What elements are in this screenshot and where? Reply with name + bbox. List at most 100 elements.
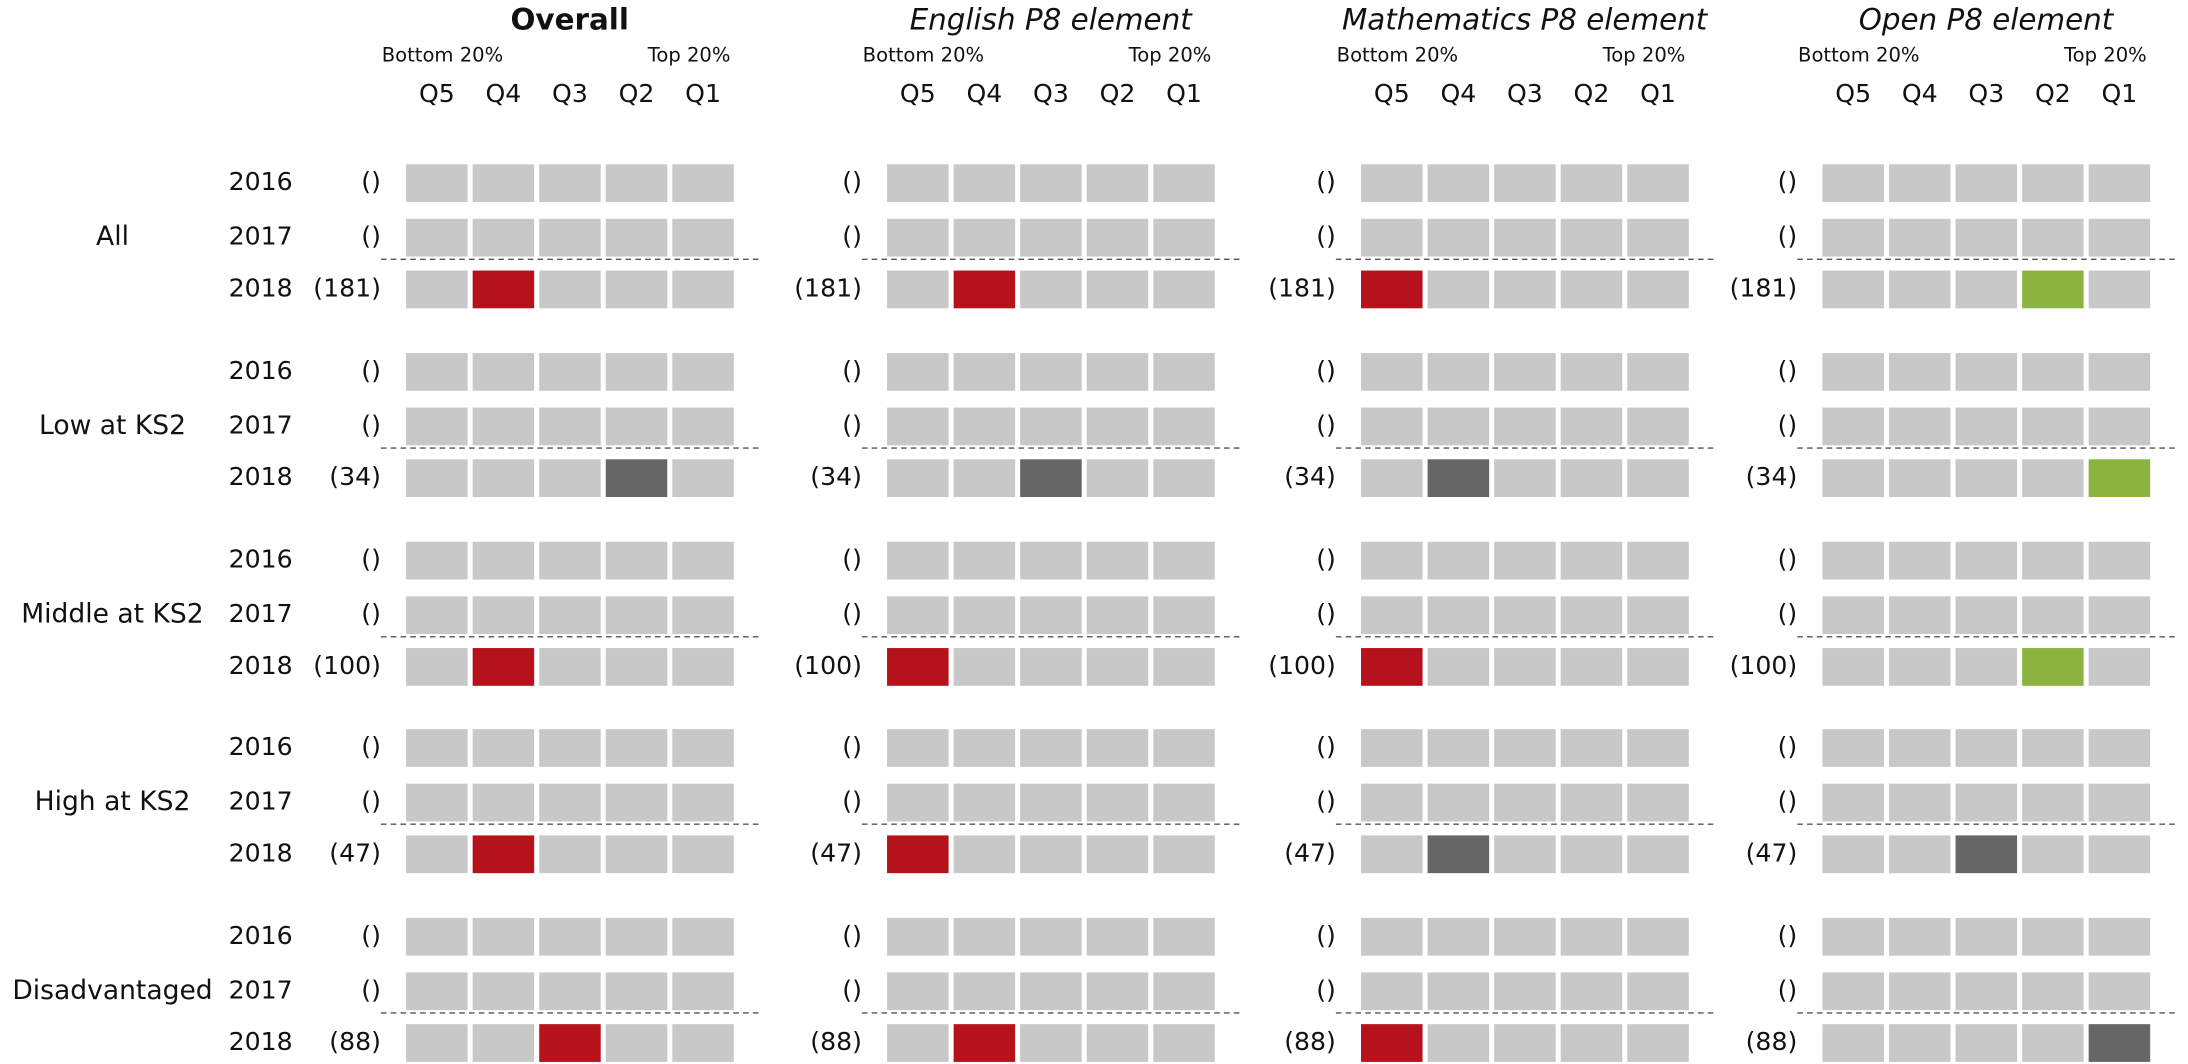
count-label: () bbox=[361, 975, 381, 1004]
count-label: () bbox=[1778, 732, 1798, 761]
count-label: (88) bbox=[1284, 1027, 1336, 1056]
cell bbox=[1494, 164, 1556, 203]
cell bbox=[1955, 783, 2018, 822]
cell bbox=[1086, 835, 1149, 874]
count-label: () bbox=[361, 787, 381, 816]
cell bbox=[1427, 972, 1490, 1011]
cell bbox=[472, 917, 535, 956]
count-label: () bbox=[361, 356, 381, 385]
count-label: () bbox=[1778, 410, 1798, 439]
cell bbox=[1822, 353, 1884, 391]
cell bbox=[1822, 1024, 1884, 1062]
cell bbox=[472, 164, 535, 203]
count-label: (100) bbox=[1268, 651, 1336, 680]
cell bbox=[2088, 541, 2151, 580]
count-label: () bbox=[1778, 545, 1798, 574]
top-label: Top 20% bbox=[2063, 43, 2147, 66]
highlight-cell bbox=[887, 648, 949, 686]
top-label: Top 20% bbox=[647, 43, 731, 66]
cell bbox=[1361, 972, 1423, 1011]
quintile-label: Q3 bbox=[552, 79, 588, 108]
cell bbox=[1822, 783, 1884, 822]
cell bbox=[672, 596, 734, 635]
cell bbox=[1020, 541, 1082, 580]
cell bbox=[1153, 407, 1215, 446]
cell bbox=[406, 218, 468, 257]
count-label: (34) bbox=[329, 462, 381, 491]
cell bbox=[1822, 459, 1884, 498]
count-label: () bbox=[842, 599, 862, 628]
cell bbox=[1560, 1024, 1623, 1062]
cell bbox=[2088, 783, 2151, 822]
cell bbox=[887, 270, 949, 309]
cell bbox=[539, 917, 601, 956]
cell bbox=[1888, 218, 1951, 257]
cell bbox=[1086, 972, 1149, 1011]
cell bbox=[1560, 835, 1623, 874]
group-label: Middle at KS2 bbox=[21, 599, 203, 630]
cell bbox=[1153, 596, 1215, 635]
cell bbox=[1627, 596, 1689, 635]
cell bbox=[472, 218, 535, 257]
cell bbox=[1361, 783, 1423, 822]
cell bbox=[605, 218, 668, 257]
cell bbox=[1494, 218, 1556, 257]
cell bbox=[672, 917, 734, 956]
cell bbox=[1361, 835, 1423, 874]
cell bbox=[539, 407, 601, 446]
cell bbox=[2088, 218, 2151, 257]
cell bbox=[1020, 270, 1082, 309]
count-label: () bbox=[1316, 921, 1336, 950]
cell bbox=[1086, 648, 1149, 686]
cell bbox=[953, 164, 1016, 203]
cell bbox=[1560, 541, 1623, 580]
cell bbox=[887, 218, 949, 257]
cell bbox=[539, 972, 601, 1011]
cell bbox=[1361, 218, 1423, 257]
cell bbox=[887, 917, 949, 956]
cell bbox=[953, 783, 1016, 822]
cell bbox=[605, 648, 668, 686]
cell bbox=[1494, 407, 1556, 446]
cell bbox=[1627, 218, 1689, 257]
count-label: (34) bbox=[1746, 462, 1798, 491]
quintile-label: Q3 bbox=[1033, 79, 1069, 108]
cell bbox=[1955, 1024, 2018, 1062]
count-label: () bbox=[1778, 167, 1798, 196]
cell bbox=[1361, 917, 1423, 956]
quintile-label: Q2 bbox=[1574, 79, 1610, 108]
cell bbox=[1822, 648, 1884, 686]
count-label: (47) bbox=[1746, 838, 1798, 867]
year-label: 2017 bbox=[229, 222, 293, 251]
cell bbox=[1153, 729, 1215, 767]
year-label: 2016 bbox=[229, 356, 293, 385]
cell bbox=[1494, 917, 1556, 956]
cell bbox=[2022, 407, 2084, 446]
quintile-label: Q4 bbox=[966, 79, 1002, 108]
cell bbox=[1153, 1024, 1215, 1062]
count-label: (47) bbox=[1284, 838, 1336, 867]
cell bbox=[406, 353, 468, 391]
count-label: () bbox=[361, 732, 381, 761]
cell bbox=[539, 835, 601, 874]
cell bbox=[1020, 917, 1082, 956]
cell bbox=[539, 648, 601, 686]
count-label: (47) bbox=[329, 838, 381, 867]
bottom-label: Bottom 20% bbox=[1337, 43, 1458, 66]
cell bbox=[953, 835, 1016, 874]
cell bbox=[1153, 270, 1215, 309]
cell bbox=[539, 596, 601, 635]
cell bbox=[605, 729, 668, 767]
count-label: () bbox=[842, 787, 862, 816]
quintile-label: Q1 bbox=[1640, 79, 1676, 108]
cell bbox=[406, 459, 468, 498]
cell bbox=[1086, 541, 1149, 580]
cell bbox=[1494, 541, 1556, 580]
cell bbox=[887, 459, 949, 498]
quintile-label: Q5 bbox=[1835, 79, 1871, 108]
count-label: () bbox=[842, 732, 862, 761]
cell bbox=[1427, 596, 1490, 635]
cell bbox=[406, 917, 468, 956]
cell bbox=[953, 459, 1016, 498]
